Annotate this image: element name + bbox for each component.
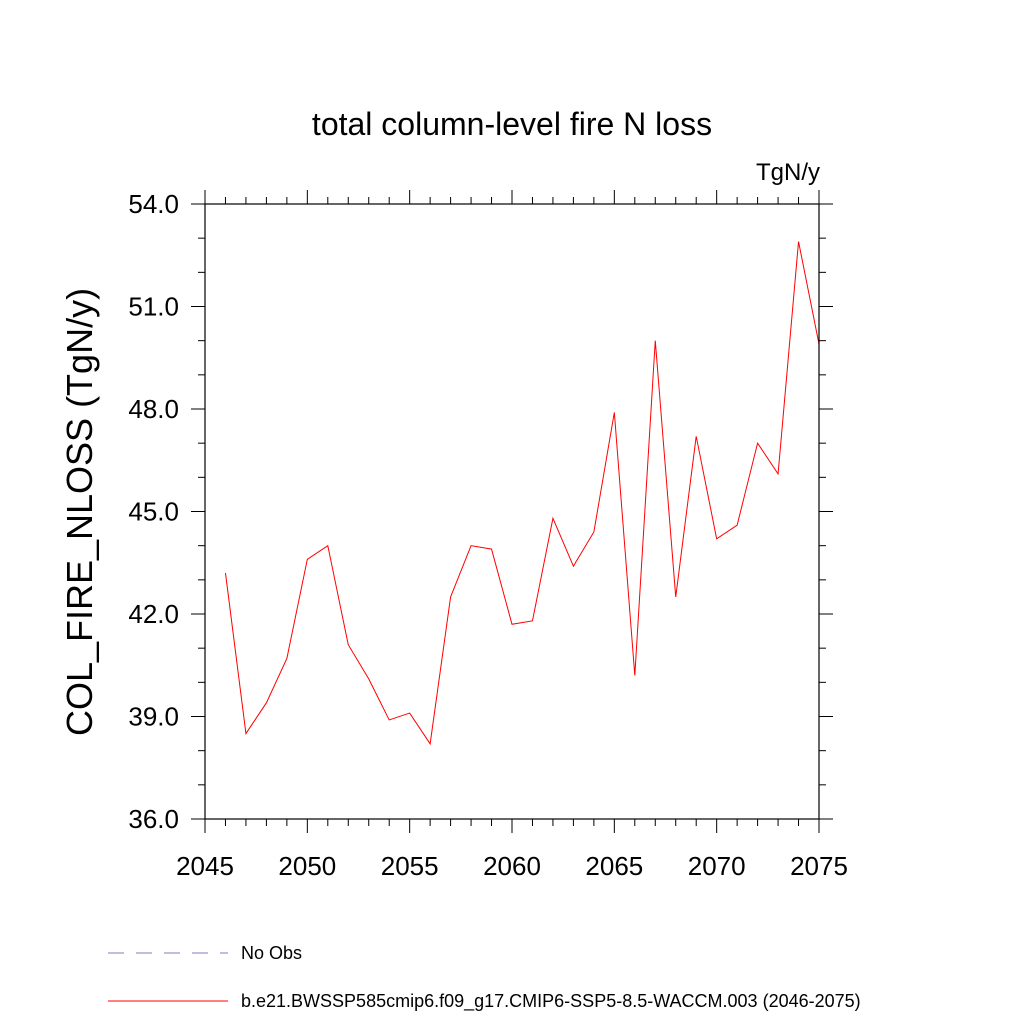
- plot-frame: [204, 203, 820, 820]
- y-tick-label: 36.0: [128, 804, 179, 834]
- x-tick-label: 2070: [688, 851, 746, 881]
- y-axis-label: COL_FIRE_NLOSS (TgN/y): [59, 288, 100, 736]
- x-tick-label: 2045: [176, 851, 234, 881]
- x-tick-label: 2075: [790, 851, 848, 881]
- axis-tick-labels: 2045 2050 2055 2060 2065 2070 2075 36.0 39.0 42.0…: [128, 189, 848, 881]
- series-line-0: [224, 241, 820, 746]
- y-tick-label: 54.0: [128, 189, 179, 219]
- axis-ticks: [191, 190, 833, 833]
- legend-label-waccm: b.e21.BWSSP585cmip6.f09_g17.CMIP6-SSP5-8…: [241, 991, 861, 1012]
- y-tick-label: 39.0: [128, 702, 179, 732]
- units-label: TgN/y: [756, 159, 820, 186]
- chart-title: total column-level fire N loss: [312, 106, 712, 142]
- series-layer: [224, 241, 820, 746]
- legend-label-no-obs: No Obs: [241, 943, 302, 963]
- x-tick-label: 2060: [483, 851, 541, 881]
- x-tick-label: 2065: [585, 851, 643, 881]
- y-tick-label: 45.0: [128, 497, 179, 527]
- y-tick-label: 51.0: [128, 292, 179, 322]
- legend: No Obs b.e21.BWSSP585cmip6.f09_g17.CMIP6…: [108, 943, 861, 1012]
- y-tick-label: 42.0: [128, 599, 179, 629]
- x-tick-label: 2050: [278, 851, 336, 881]
- y-tick-label: 48.0: [128, 394, 179, 424]
- x-tick-label: 2055: [381, 851, 439, 881]
